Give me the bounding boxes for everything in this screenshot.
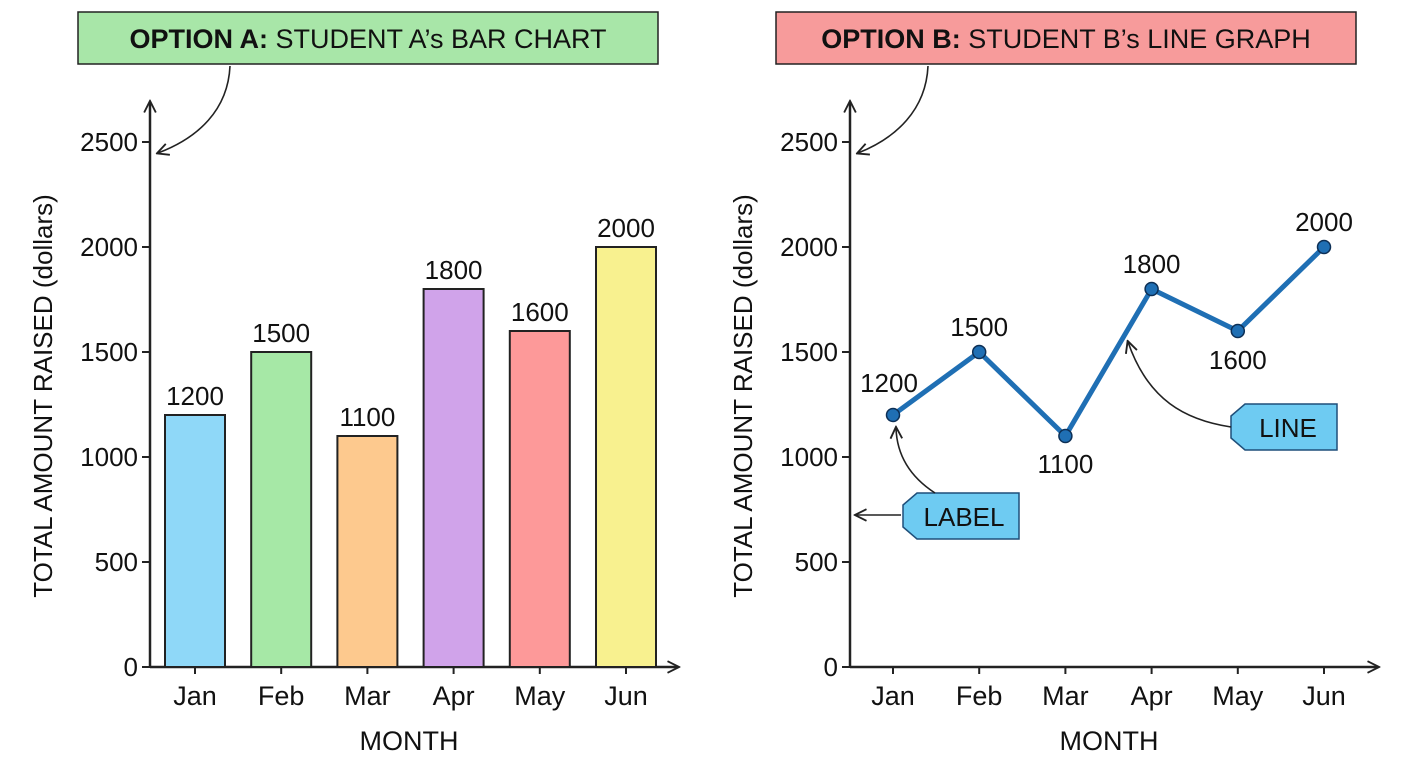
title-pointer-arrow	[858, 65, 929, 153]
chart-title-box	[77, 11, 659, 65]
y-axis-label: TOTAL AMOUNT RAISED (dollars)	[28, 194, 58, 598]
y-tick-label: 1000	[780, 442, 838, 472]
x-axis-label: MONTH	[360, 726, 459, 756]
series-line	[891, 245, 1326, 439]
point-value-label: 1100	[1037, 449, 1093, 479]
line-callout-arrow	[1128, 342, 1232, 428]
data-point	[1058, 428, 1073, 444]
x-tick-label: Mar	[1042, 681, 1089, 711]
chart-panel-b: OPTION B: STUDENT B’s LINE GRAPH 0 500 1000…	[728, 11, 1378, 756]
bar-value-label: 1100	[339, 402, 395, 432]
y-tick-label: 500	[795, 547, 838, 577]
x-tick-label: Jan	[173, 681, 217, 711]
x-tick-label: Feb	[258, 681, 305, 711]
y-tick-label: 0	[824, 652, 838, 682]
y-tick-label: 2500	[80, 127, 138, 157]
x-tick-label: Apr	[1131, 681, 1173, 711]
chart-title-box	[775, 11, 1357, 65]
bar-value-label: 1800	[425, 255, 483, 285]
point-value-label: 1800	[1123, 249, 1181, 279]
bar	[250, 351, 313, 668]
y-axis-label: TOTAL AMOUNT RAISED (dollars)	[728, 194, 758, 598]
callout-label-text: LABEL	[924, 502, 1005, 532]
bar	[164, 414, 226, 668]
bar	[336, 435, 399, 668]
data-point	[1316, 239, 1332, 255]
point-value-label: 2000	[1295, 207, 1353, 237]
chart-title-prefix: OPTION B:	[821, 24, 961, 54]
point-value-label: 1500	[950, 312, 1008, 342]
y-tick-label: 1500	[780, 337, 838, 367]
bar-value-label: 1200	[166, 381, 224, 411]
y-tick-label: 500	[95, 547, 138, 577]
data-point	[971, 344, 987, 360]
x-tick-label: May	[514, 681, 566, 711]
x-tick-label: Jun	[1302, 681, 1346, 711]
bar-value-label: 1600	[511, 297, 569, 327]
y-tick-label: 2000	[80, 232, 138, 262]
data-point	[1144, 281, 1159, 297]
chart-title-prefix: OPTION A:	[129, 24, 268, 54]
x-tick-label: Apr	[433, 681, 475, 711]
chart-title-text: STUDENT B’s LINE GRAPH	[961, 24, 1311, 54]
x-axis-label: MONTH	[1060, 726, 1159, 756]
x-tick-label: Feb	[956, 681, 1003, 711]
bar-value-label: 2000	[597, 213, 655, 243]
label-to-point-arrow	[896, 428, 936, 494]
y-tick-label: 1500	[80, 337, 138, 367]
x-tick-label: May	[1212, 681, 1264, 711]
bar	[508, 330, 571, 668]
title-pointer-arrow	[158, 65, 231, 153]
bar	[422, 288, 485, 668]
chart-title-text: STUDENT A’s BAR CHART	[268, 24, 607, 54]
data-point	[885, 407, 901, 423]
data-point	[1230, 323, 1246, 339]
point-value-label: 1600	[1209, 345, 1267, 375]
bar-value-label: 1500	[252, 318, 310, 348]
point-value-label: 1200	[860, 368, 918, 398]
x-tick-label: Jan	[871, 681, 915, 711]
callout-label-tag	[902, 492, 1020, 540]
x-tick-label: Mar	[344, 681, 391, 711]
y-tick-label: 1000	[80, 442, 138, 472]
chart-panel-a: OPTION A: STUDENT A’s BAR CHART 0 500 1000 1…	[28, 11, 678, 756]
chart-title: OPTION B: STUDENT B’s LINE GRAPH	[821, 24, 1311, 54]
x-tick-label: Jun	[604, 681, 648, 711]
callout-line-text: LINE	[1259, 413, 1317, 443]
chart-title: OPTION A: STUDENT A’s BAR CHART	[129, 24, 606, 54]
callout-line-tag	[1230, 403, 1338, 451]
y-tick-label: 2000	[780, 232, 838, 262]
bar	[595, 246, 657, 668]
y-tick-label: 0	[124, 652, 138, 682]
y-tick-label: 2500	[780, 127, 838, 157]
